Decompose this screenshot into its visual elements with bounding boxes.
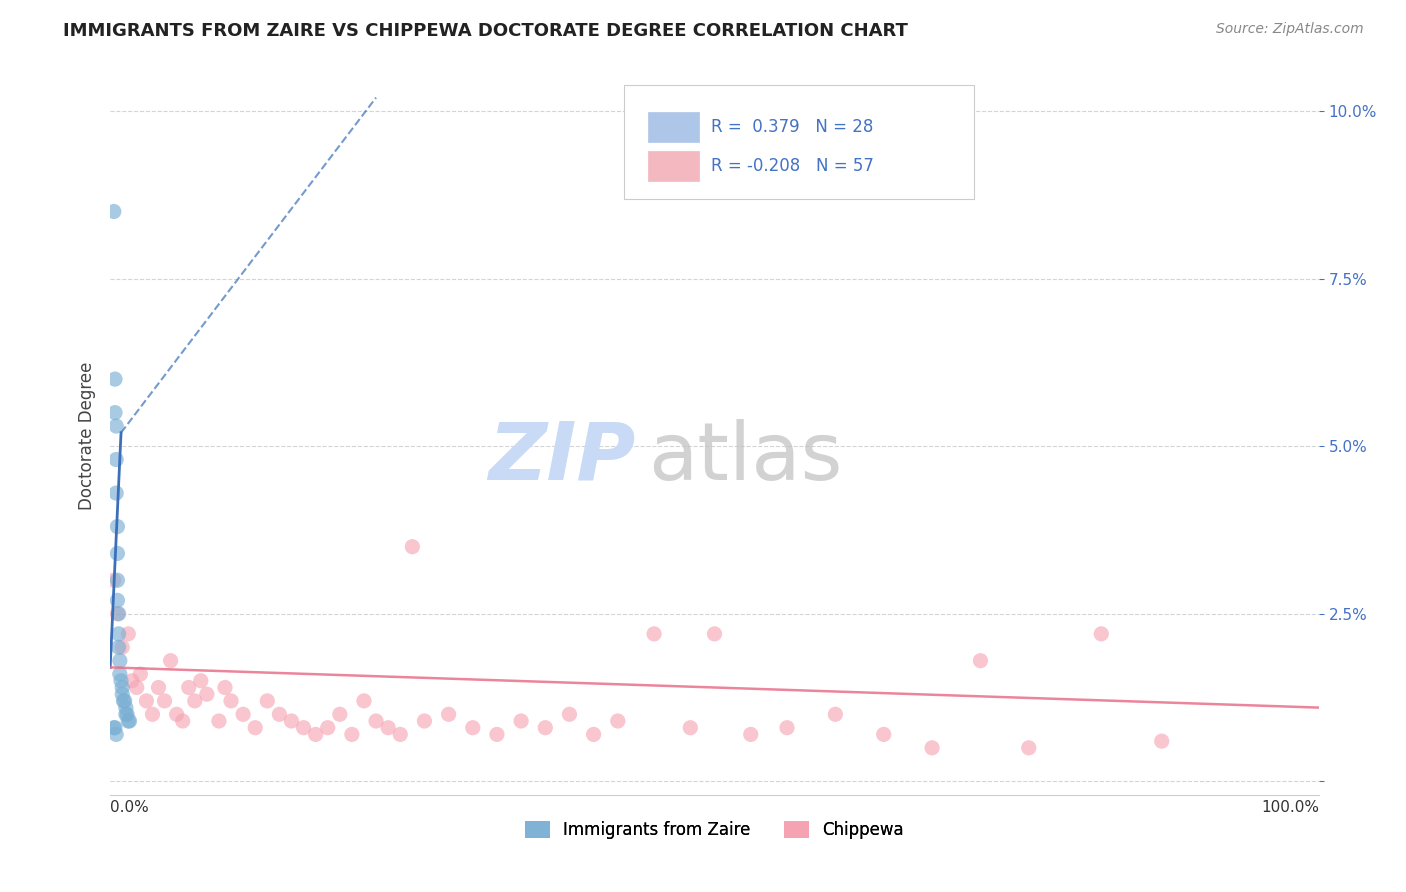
Point (184, 694, 207, 708)
Point (606, 714, 628, 728)
Point (117, 627, 139, 641)
Point (1018, 740, 1040, 755)
Point (107, 607, 129, 621)
Legend: Immigrants from Zaire, Chippewa: Immigrants from Zaire, Chippewa (516, 813, 912, 847)
Text: ZIP: ZIP (488, 418, 636, 497)
Text: Source: ZipAtlas.com: Source: ZipAtlas.com (1216, 22, 1364, 37)
Point (115, 707, 138, 722)
Point (107, 573, 129, 587)
Point (558, 707, 581, 722)
Point (292, 721, 315, 735)
Point (740, 727, 762, 741)
Point (316, 721, 339, 735)
Point (118, 714, 141, 728)
Point (107, 546, 129, 560)
Text: R = -0.208   N = 57: R = -0.208 N = 57 (711, 157, 873, 175)
Point (111, 681, 134, 695)
Text: 100.0%: 100.0% (1261, 800, 1319, 814)
Point (437, 707, 460, 722)
Point (190, 673, 212, 688)
Point (107, 593, 129, 607)
Point (141, 707, 163, 722)
Point (110, 673, 132, 688)
Point (214, 681, 236, 695)
Point (125, 681, 148, 695)
Point (873, 727, 896, 741)
Text: atlas: atlas (648, 418, 842, 497)
Point (280, 714, 302, 728)
Point (166, 707, 188, 722)
Point (195, 687, 218, 701)
Point (534, 721, 557, 735)
Point (921, 740, 943, 755)
Point (643, 627, 665, 641)
Point (115, 700, 138, 714)
Point (1090, 627, 1112, 641)
Point (461, 721, 484, 735)
Point (103, 573, 125, 587)
Point (245, 721, 267, 735)
Point (111, 640, 134, 655)
Point (679, 721, 702, 735)
Point (159, 654, 181, 668)
Point (105, 452, 128, 467)
Point (107, 607, 129, 621)
Point (104, 406, 127, 420)
Point (703, 627, 725, 641)
Point (219, 694, 242, 708)
Point (269, 707, 291, 722)
Y-axis label: Doctorate Degree: Doctorate Degree (79, 362, 96, 510)
Point (117, 714, 139, 728)
FancyBboxPatch shape (648, 112, 699, 142)
Point (103, 721, 125, 735)
Point (105, 727, 128, 741)
Point (107, 627, 129, 641)
Point (353, 694, 375, 708)
Point (107, 519, 129, 533)
Point (510, 714, 533, 728)
Point (304, 727, 326, 741)
Point (824, 707, 846, 722)
Point (135, 694, 157, 708)
Point (208, 714, 231, 728)
Point (172, 714, 194, 728)
Point (104, 721, 127, 735)
Point (413, 714, 436, 728)
Point (129, 667, 152, 681)
Point (115, 707, 138, 722)
Point (107, 640, 129, 655)
Point (104, 372, 127, 386)
Point (111, 687, 134, 701)
Point (105, 486, 128, 500)
Point (582, 727, 605, 741)
FancyBboxPatch shape (624, 85, 974, 200)
Point (340, 727, 363, 741)
Text: R =  0.379   N = 28: R = 0.379 N = 28 (711, 118, 873, 136)
Point (153, 694, 176, 708)
Point (389, 727, 412, 741)
Point (105, 419, 128, 434)
Point (485, 727, 508, 741)
Point (108, 654, 131, 668)
FancyBboxPatch shape (648, 151, 699, 181)
Point (103, 204, 125, 219)
Point (108, 667, 131, 681)
Text: 0.0%: 0.0% (110, 800, 149, 814)
Point (177, 681, 200, 695)
Point (112, 694, 135, 708)
Point (329, 707, 352, 722)
Point (148, 681, 170, 695)
Point (114, 694, 136, 708)
Point (364, 714, 387, 728)
Point (1150, 734, 1173, 748)
Point (232, 707, 254, 722)
Point (256, 694, 278, 708)
Point (401, 540, 423, 554)
Point (969, 654, 991, 668)
Point (776, 721, 799, 735)
Point (377, 721, 399, 735)
Text: IMMIGRANTS FROM ZAIRE VS CHIPPEWA DOCTORATE DEGREE CORRELATION CHART: IMMIGRANTS FROM ZAIRE VS CHIPPEWA DOCTOR… (63, 22, 908, 40)
Point (121, 673, 143, 688)
